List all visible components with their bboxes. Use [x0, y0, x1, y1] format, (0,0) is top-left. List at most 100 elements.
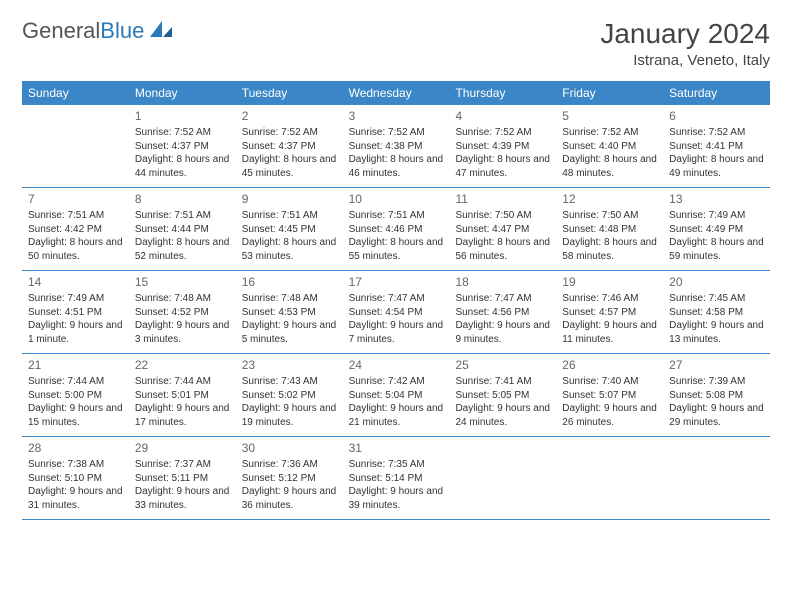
day-cell: 24Sunrise: 7:42 AMSunset: 5:04 PMDayligh… — [343, 354, 450, 436]
day-cell: 14Sunrise: 7:49 AMSunset: 4:51 PMDayligh… — [22, 271, 129, 353]
day-sunrise: Sunrise: 7:52 AM — [562, 126, 657, 140]
day-number: 5 — [562, 108, 657, 124]
day-sunrise: Sunrise: 7:41 AM — [455, 375, 550, 389]
day-cell: 20Sunrise: 7:45 AMSunset: 4:58 PMDayligh… — [663, 271, 770, 353]
day-number: 14 — [28, 274, 123, 290]
day-cell: 15Sunrise: 7:48 AMSunset: 4:52 PMDayligh… — [129, 271, 236, 353]
day-number: 6 — [669, 108, 764, 124]
day-cell: 28 Sunrise: 7:38 AMSunset: 5:10 PMDayligh… — [22, 437, 129, 519]
day-daylight: Daylight: 9 hours and 7 minutes. — [349, 319, 444, 346]
day-sunrise: Sunrise: 7:37 AM — [135, 458, 230, 472]
day-number: 26 — [562, 357, 657, 373]
day-sunrise: Sunrise: 7:51 AM — [28, 209, 123, 223]
day-cell: 2Sunrise: 7:52 AMSunset: 4:37 PMDaylight… — [236, 105, 343, 187]
week-row: 21Sunrise: 7:44 AMSunset: 5:00 PMDayligh… — [22, 354, 770, 437]
day-number: 25 — [455, 357, 550, 373]
day-sunrise: Sunrise: 7:52 AM — [135, 126, 230, 140]
day-number: 19 — [562, 274, 657, 290]
day-daylight: Daylight: 9 hours and 24 minutes. — [455, 402, 550, 429]
day-daylight: Daylight: 8 hours and 55 minutes. — [349, 236, 444, 263]
day-daylight: Daylight: 9 hours and 31 minutes. — [28, 485, 123, 512]
day-sunset: Sunset: 4:52 PM — [135, 306, 230, 320]
week-row: 28Sunrise: 7:38 AMSunset: 5:10 PMDayligh… — [22, 437, 770, 520]
day-number: 3 — [349, 108, 444, 124]
day-cell: 22 Sunrise: 7:44 AMSunset: 5:01 PMDayligh… — [129, 354, 236, 436]
day-sunrise: Sunrise: 7:42 AM — [349, 375, 444, 389]
day-sunrise: Sunrise: 7:49 AM — [669, 209, 764, 223]
day-cell: 12Sunrise: 7:50 AMSunset: 4:48 PMDayligh… — [556, 188, 663, 270]
day-sunset: Sunset: 4:39 PM — [455, 140, 550, 154]
day-sunrise: Sunrise: 7:52 AM — [242, 126, 337, 140]
day-sunset: Sunset: 4:42 PM — [28, 223, 123, 237]
day-sunrise: Sunrise: 7:49 AM — [28, 292, 123, 306]
day-cell: 30Sunrise: 7:36 AMSunset: 5:12 PMDayligh… — [236, 437, 343, 519]
logo-text: GeneralBlue — [22, 18, 144, 44]
day-sunset: Sunset: 5:01 PM — [135, 389, 230, 403]
day-sunrise: Sunrise: 7:38 AM — [28, 458, 123, 472]
day-sunset: Sunset: 5:14 PM — [349, 472, 444, 486]
day-sunset: Sunset: 4:58 PM — [669, 306, 764, 320]
day-daylight: Daylight: 9 hours and 33 minutes. — [135, 485, 230, 512]
day-cell: 5 Sunrise: 7:52 AMSunset: 4:40 PMDaylight… — [556, 105, 663, 187]
logo: GeneralBlue — [22, 18, 174, 44]
dow-cell: Saturday — [663, 81, 770, 105]
day-sunset: Sunset: 5:04 PM — [349, 389, 444, 403]
logo-word-2: Blue — [100, 18, 144, 43]
day-sunset: Sunset: 5:07 PM — [562, 389, 657, 403]
day-daylight: Daylight: 9 hours and 5 minutes. — [242, 319, 337, 346]
day-number: 17 — [349, 274, 444, 290]
day-number: 29 — [135, 440, 230, 456]
day-number: 16 — [242, 274, 337, 290]
day-cell: 4Sunrise: 7:52 AMSunset: 4:39 PMDaylight… — [449, 105, 556, 187]
day-number: 12 — [562, 191, 657, 207]
week-row: 1Sunrise: 7:52 AMSunset: 4:37 PMDaylight… — [22, 105, 770, 188]
day-sunrise: Sunrise: 7:52 AM — [349, 126, 444, 140]
day-sunset: Sunset: 4:37 PM — [135, 140, 230, 154]
day-daylight: Daylight: 9 hours and 3 minutes. — [135, 319, 230, 346]
header: GeneralBlue January 2024 Istrana, Veneto… — [22, 18, 770, 69]
day-sunrise: Sunrise: 7:44 AM — [135, 375, 230, 389]
day-daylight: Daylight: 8 hours and 47 minutes. — [455, 153, 550, 180]
day-cell — [663, 437, 770, 519]
dow-cell: Wednesday — [343, 81, 450, 105]
days-of-week-row: SundayMondayTuesdayWednesdayThursdayFrid… — [22, 81, 770, 105]
day-daylight: Daylight: 9 hours and 21 minutes. — [349, 402, 444, 429]
day-daylight: Daylight: 8 hours and 56 minutes. — [455, 236, 550, 263]
day-cell: 31Sunrise: 7:35 AMSunset: 5:14 PMDayligh… — [343, 437, 450, 519]
day-sunset: Sunset: 4:40 PM — [562, 140, 657, 154]
day-daylight: Daylight: 9 hours and 17 minutes. — [135, 402, 230, 429]
day-sunrise: Sunrise: 7:40 AM — [562, 375, 657, 389]
day-cell — [556, 437, 663, 519]
dow-cell: Sunday — [22, 81, 129, 105]
day-cell: 13Sunrise: 7:49 AMSunset: 4:49 PMDayligh… — [663, 188, 770, 270]
day-number: 15 — [135, 274, 230, 290]
day-number: 11 — [455, 191, 550, 207]
day-sunset: Sunset: 5:02 PM — [242, 389, 337, 403]
day-daylight: Daylight: 8 hours and 48 minutes. — [562, 153, 657, 180]
day-sunset: Sunset: 4:51 PM — [28, 306, 123, 320]
day-cell: 29Sunrise: 7:37 AMSunset: 5:11 PMDayligh… — [129, 437, 236, 519]
dow-cell: Tuesday — [236, 81, 343, 105]
day-sunset: Sunset: 4:54 PM — [349, 306, 444, 320]
dow-cell: Friday — [556, 81, 663, 105]
day-daylight: Daylight: 8 hours and 49 minutes. — [669, 153, 764, 180]
day-sunset: Sunset: 4:56 PM — [455, 306, 550, 320]
day-sunset: Sunset: 4:49 PM — [669, 223, 764, 237]
page-title: January 2024 — [600, 18, 770, 50]
day-number: 22 — [135, 357, 230, 373]
day-number: 8 — [135, 191, 230, 207]
day-sunrise: Sunrise: 7:52 AM — [669, 126, 764, 140]
day-sunrise: Sunrise: 7:39 AM — [669, 375, 764, 389]
day-daylight: Daylight: 8 hours and 59 minutes. — [669, 236, 764, 263]
day-number: 28 — [28, 440, 123, 456]
weeks-container: 1Sunrise: 7:52 AMSunset: 4:37 PMDaylight… — [22, 105, 770, 520]
day-daylight: Daylight: 9 hours and 13 minutes. — [669, 319, 764, 346]
day-number: 9 — [242, 191, 337, 207]
day-number: 30 — [242, 440, 337, 456]
day-sunset: Sunset: 5:10 PM — [28, 472, 123, 486]
day-cell: 26Sunrise: 7:40 AMSunset: 5:07 PMDayligh… — [556, 354, 663, 436]
day-sunrise: Sunrise: 7:43 AM — [242, 375, 337, 389]
day-number: 20 — [669, 274, 764, 290]
day-cell: 1Sunrise: 7:52 AMSunset: 4:37 PMDaylight… — [129, 105, 236, 187]
day-number: 1 — [135, 108, 230, 124]
